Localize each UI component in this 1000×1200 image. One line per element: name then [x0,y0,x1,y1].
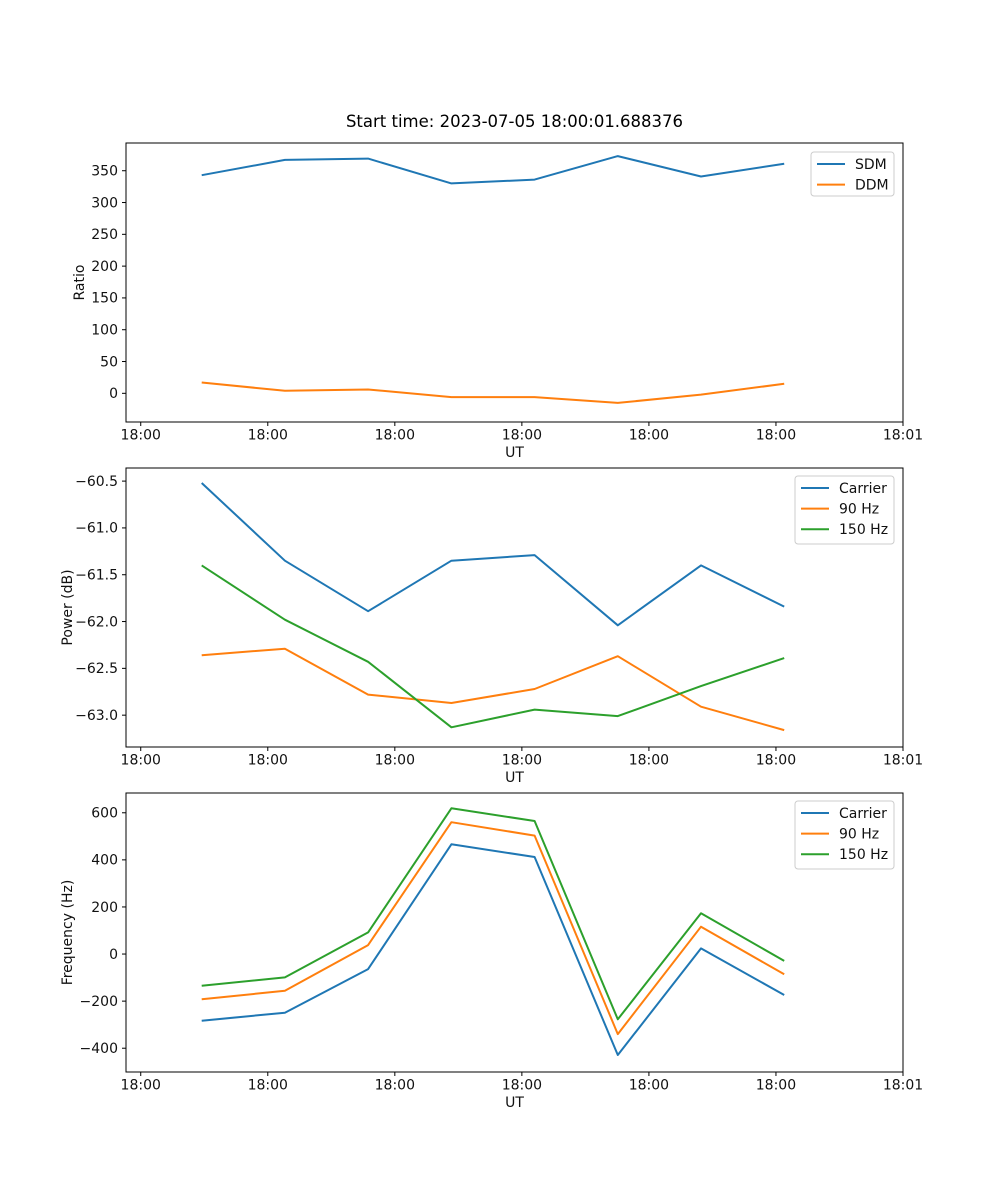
series-line-150-hz [201,564,785,729]
series-line-ddm [201,381,785,404]
y-tick-label: −61.0 [75,521,118,537]
y-tick-label: 150 [91,291,118,307]
y-tick-label: −62.0 [75,614,118,630]
y-tick-label: 350 [91,164,118,180]
y-tick-label: 250 [91,227,118,243]
x-tick-label: 18:01 [883,428,923,444]
y-axis-label: Frequency (Hz) [60,880,76,986]
figure-title: Start time: 2023-07-05 18:00:01.688376 [345,112,684,131]
x-tick-label: 18:00 [375,428,415,444]
x-tick-label: 18:00 [121,753,161,769]
x-tick-label: 18:00 [121,428,161,444]
axes-frame-plot2 [125,467,904,748]
legend-box [794,800,895,870]
x-axis-label: UT [505,445,524,461]
series-line-carrier [201,843,785,1056]
x-axis-label: UT [505,1095,524,1111]
x-tick-label: 18:00 [248,428,288,444]
y-tick-label: 0 [109,947,118,963]
legend-label: Carrier [839,481,887,497]
legend-label: DDM [855,177,889,193]
x-tick-label: 18:00 [375,1078,415,1094]
y-tick-label: −60.5 [75,474,118,490]
y-tick-label: 50 [100,354,118,370]
series-line-90-hz [201,821,785,1036]
x-tick-label: 18:00 [756,1078,796,1094]
y-axis-label: Ratio [72,265,88,301]
y-axis-label: Power (dB) [60,569,76,645]
y-tick-label: 600 [91,806,118,822]
x-tick-label: 18:01 [883,753,923,769]
legend-label: 90 Hz [839,501,879,517]
y-tick-label: −400 [80,1041,118,1057]
x-tick-label: 18:01 [883,1078,923,1094]
series-line-150-hz [201,807,785,1021]
y-tick-label: −200 [80,994,118,1010]
x-tick-label: 18:00 [502,753,542,769]
x-axis-label: UT [505,770,524,786]
series-line-sdm [201,155,785,185]
legend-label: 90 Hz [839,826,879,842]
legend-label: Carrier [839,806,887,822]
legend-label: 150 Hz [839,522,888,538]
x-tick-label: 18:00 [756,428,796,444]
x-tick-label: 18:00 [248,1078,288,1094]
y-tick-label: 400 [91,853,118,869]
y-tick-label: 200 [91,900,118,916]
y-tick-label: 300 [91,195,118,211]
y-tick-label: −62.5 [75,661,118,677]
x-tick-label: 18:00 [248,753,288,769]
legend-label: 150 Hz [839,847,888,863]
x-tick-label: 18:00 [502,1078,542,1094]
x-tick-label: 18:00 [629,753,669,769]
legend-label: SDM [855,157,887,173]
y-tick-label: 100 [91,323,118,339]
y-tick-label: 0 [109,386,118,402]
y-tick-label: −61.5 [75,568,118,584]
axes-frame-plot1 [125,142,904,423]
x-tick-label: 18:00 [502,428,542,444]
y-tick-label: −63.0 [75,708,118,724]
x-tick-label: 18:00 [375,753,415,769]
series-line-carrier [201,482,785,627]
axes-frame-plot3 [125,792,904,1073]
legend-box [794,475,895,545]
x-tick-label: 18:00 [629,428,669,444]
y-tick-label: 200 [91,259,118,275]
x-tick-label: 18:00 [121,1078,161,1094]
series-line-90-hz [201,647,785,732]
x-tick-label: 18:00 [756,753,796,769]
x-tick-label: 18:00 [629,1078,669,1094]
